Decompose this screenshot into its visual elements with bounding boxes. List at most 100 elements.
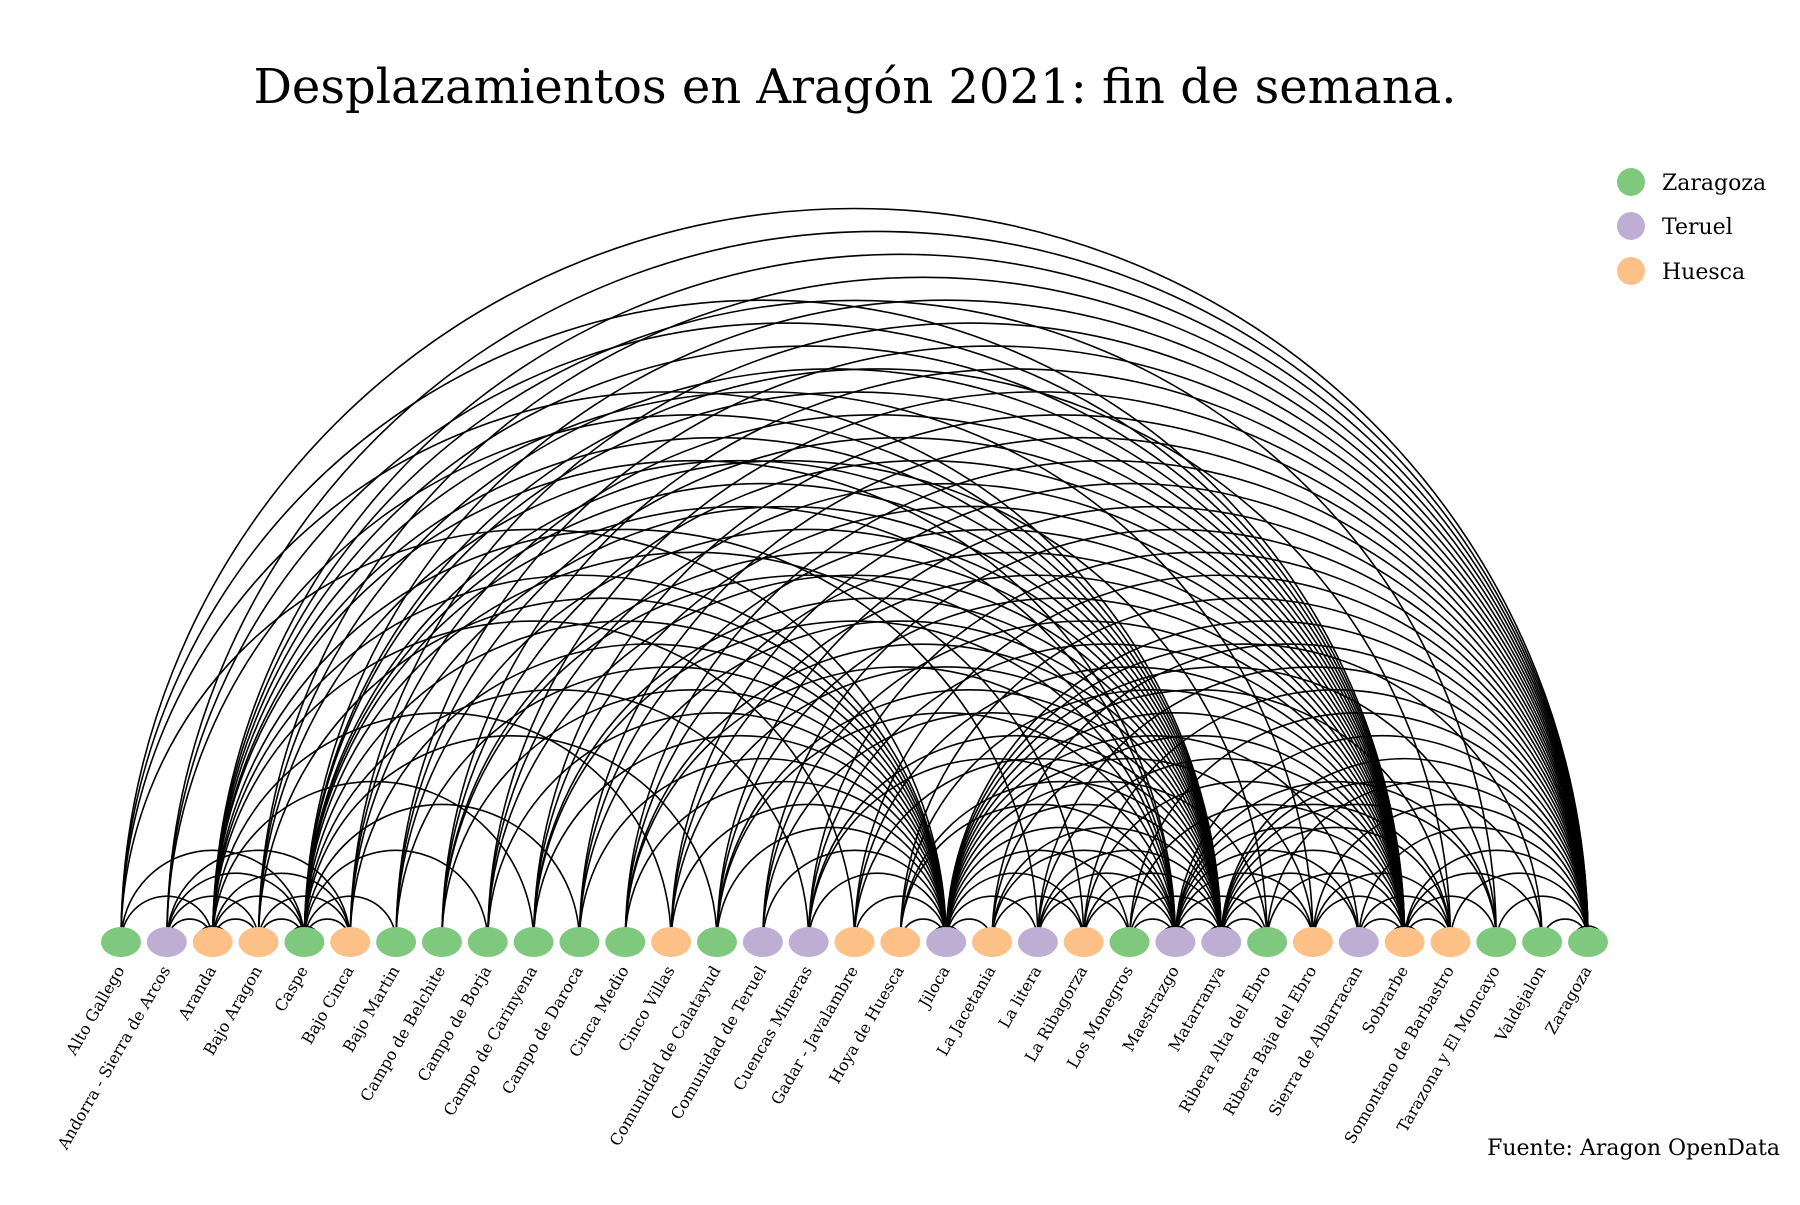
arc-tarazona-y-el-moncayo-to-zaragoza bbox=[1495, 895, 1589, 943]
arc-andorra-sierra-de-arcos-to-bajo-cinca bbox=[166, 849, 352, 943]
arc-aranda-to-jiloca bbox=[211, 574, 947, 943]
arc-campo-de-daroca-to-zaragoza bbox=[578, 437, 1589, 943]
arc-bajo-cinca-to-matarranya bbox=[349, 506, 1223, 943]
arc-aranda-to-maestrazgo bbox=[211, 459, 1177, 943]
arc-campo-de-daroca-to-sobrarbe bbox=[578, 528, 1406, 943]
node-alto-gallego bbox=[101, 927, 141, 957]
node-ribera-baja-del-ebro bbox=[1292, 927, 1333, 957]
arc-caspe-to-jiloca bbox=[303, 620, 947, 943]
node-aranda bbox=[192, 927, 233, 957]
arc-jiloca-to-zaragoza bbox=[945, 620, 1589, 943]
arc-caspe-to-comunidad-de-calatayud bbox=[303, 734, 718, 943]
node-tarazona-y-el-moncayo bbox=[1476, 927, 1517, 957]
arc-comunidad-de-teruel-to-jiloca bbox=[762, 849, 947, 943]
arc-bajo-cinca-to-zaragoza bbox=[349, 323, 1589, 943]
arc-comunidad-de-teruel-to-zaragoza bbox=[762, 529, 1589, 943]
arc-cinca-medio-to-maestrazgo bbox=[624, 666, 1177, 943]
legend: Zaragoza Teruel Huesca bbox=[1617, 168, 1766, 285]
arc-comunidad-de-calatayud-to-matarranya bbox=[716, 689, 1223, 943]
arc-ribera-baja-del-ebro-to-sobrarbe bbox=[1312, 895, 1406, 943]
arc-jiloca-to-somontano-de-barbastro bbox=[945, 689, 1452, 943]
arc-matarranya-to-valdejalon bbox=[1220, 780, 1543, 943]
arc-jiloca-to-maestrazgo bbox=[945, 826, 1177, 943]
arc-campo-de-carinyena-to-maestrazgo bbox=[532, 620, 1177, 943]
arc-caspe-to-campo-de-daroca bbox=[303, 803, 581, 943]
node-comunidad-de-teruel bbox=[742, 927, 783, 957]
node-sobrarbe bbox=[1384, 927, 1425, 957]
arc-aranda-to-gadar-javalambre bbox=[211, 620, 856, 943]
arc-aranda-to-la-litera bbox=[211, 528, 1039, 943]
node-bajo-martin bbox=[376, 927, 417, 957]
arc-caspe-to-maestrazgo bbox=[303, 505, 1177, 943]
node-cuencas-mineras bbox=[788, 927, 829, 957]
arc-campo-de-carinyena-to-matarranya bbox=[532, 597, 1223, 943]
arc-jiloca-to-valdejalon bbox=[945, 643, 1543, 943]
arc-campo-de-carinyena-to-sobrarbe bbox=[532, 505, 1406, 943]
arc-bajo-aragon-to-bajo-cinca bbox=[257, 895, 352, 943]
arc-bajo-aragon-to-sobrarbe bbox=[257, 368, 1406, 943]
arc-cuencas-mineras-to-matarranya bbox=[807, 734, 1223, 943]
arc-cinco-villas-to-matarranya bbox=[670, 666, 1223, 943]
arc-ribera-baja-del-ebro-to-zaragoza bbox=[1312, 804, 1589, 943]
arc-ribera-alta-del-ebro-to-zaragoza bbox=[1266, 780, 1589, 943]
arc-ribera-alta-del-ebro-to-sobrarbe bbox=[1266, 872, 1406, 943]
arc-somontano-de-barbastro-to-zaragoza bbox=[1449, 872, 1589, 943]
arc-alto-gallego-to-zaragoza bbox=[120, 207, 1589, 943]
arc-sierra-de-albarracan-to-zaragoza bbox=[1357, 826, 1589, 943]
node-cinca-medio bbox=[605, 927, 646, 957]
node-zaragoza bbox=[1568, 927, 1608, 957]
node-hoya-de-huesca bbox=[880, 927, 921, 957]
arc-jiloca-to-sierra-de-albarracan bbox=[945, 735, 1360, 943]
legend-marker-huesca bbox=[1617, 257, 1645, 285]
node-somontano-de-barbastro bbox=[1430, 927, 1471, 957]
arc-los-monegros-to-matarranya bbox=[1128, 895, 1223, 943]
arc-caspe-to-matarranya bbox=[303, 483, 1223, 943]
arc-campo-de-carinyena-to-zaragoza bbox=[532, 414, 1589, 943]
arc-bajo-martin-to-zaragoza bbox=[395, 346, 1589, 943]
arc-campo-de-belchite-to-maestrazgo bbox=[441, 574, 1177, 943]
node-comunidad-de-calatayud bbox=[696, 927, 737, 957]
arc-hoya-de-huesca-to-maestrazgo bbox=[899, 803, 1177, 943]
arc-la-jacetania-to-sobrarbe bbox=[991, 734, 1406, 943]
arc-cinco-villas-to-sobrarbe bbox=[670, 574, 1406, 943]
arc-cinca-medio-to-matarranya bbox=[624, 643, 1223, 943]
arc-la-ribagorza-to-matarranya bbox=[1082, 872, 1223, 943]
arc-campo-de-belchite-to-jiloca bbox=[441, 689, 947, 943]
arc-comunidad-de-teruel-to-sobrarbe bbox=[762, 620, 1406, 943]
arc-matarranya-to-zaragoza bbox=[1220, 757, 1589, 943]
arc-maestrazgo-to-sobrarbe bbox=[1174, 826, 1406, 943]
arc-hoya-de-huesca-to-sobrarbe bbox=[899, 689, 1406, 943]
arc-caspe-to-la-ribagorza bbox=[303, 551, 1085, 943]
arc-sobrarbe-to-tarazona-y-el-moncayo bbox=[1403, 895, 1498, 943]
arc-matarranya-to-somontano-de-barbastro bbox=[1220, 826, 1452, 943]
arc-matarranya-to-sobrarbe bbox=[1220, 849, 1406, 943]
arc-caspe-to-cuencas-mineras bbox=[303, 689, 810, 943]
arc-sierra-de-albarracan-to-somontano-de-barbastro bbox=[1357, 895, 1452, 943]
node-bajo-cinca bbox=[330, 927, 371, 957]
node-la-ribagorza bbox=[1063, 927, 1104, 957]
arc-andorra-sierra-de-arcos-to-bajo-aragon bbox=[166, 895, 260, 943]
arc-campo-de-carinyena-to-jiloca bbox=[532, 734, 947, 943]
arc-comunidad-de-calatayud-to-zaragoza bbox=[716, 506, 1589, 943]
arc-cuencas-mineras-to-sobrarbe bbox=[807, 643, 1406, 943]
node-campo-de-daroca bbox=[559, 927, 600, 957]
arc-cuencas-mineras-to-maestrazgo bbox=[807, 757, 1177, 943]
arc-caspe-to-bajo-martin bbox=[303, 895, 397, 943]
arc-sobrarbe-to-zaragoza bbox=[1403, 850, 1589, 943]
arc-bajo-martin-to-sobrarbe bbox=[395, 437, 1406, 943]
arc-aranda-to-caspe bbox=[211, 895, 306, 943]
arc-aranda-to-campo-de-carinyena bbox=[211, 780, 535, 943]
arc-la-litera-to-los-monegros bbox=[1037, 895, 1131, 943]
node-matarranya bbox=[1201, 927, 1242, 957]
arc-la-jacetania-to-matarranya bbox=[991, 826, 1223, 943]
arc-cuencas-mineras-to-jiloca bbox=[807, 872, 947, 943]
arc-los-monegros-to-zaragoza bbox=[1128, 711, 1589, 943]
arc-la-litera-to-matarranya bbox=[1037, 850, 1223, 943]
arc-caspe-to-somontano-de-barbastro bbox=[303, 368, 1452, 943]
arc-maestrazgo-to-ribera-alta-del-ebro bbox=[1174, 895, 1268, 943]
arc-campo-de-borja-to-sobrarbe bbox=[486, 482, 1406, 943]
legend-marker-teruel bbox=[1617, 212, 1645, 240]
